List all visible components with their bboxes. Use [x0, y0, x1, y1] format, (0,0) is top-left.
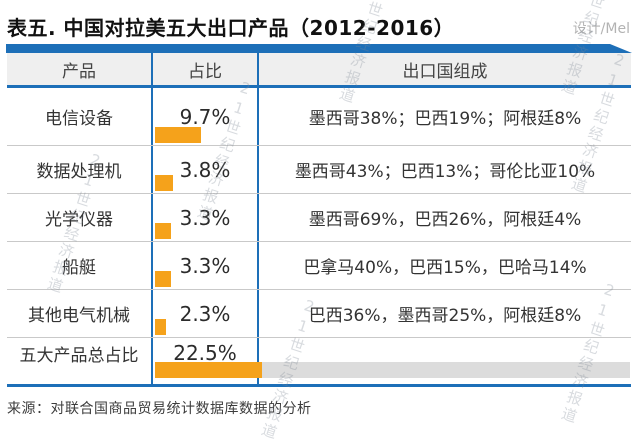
composition-cell: 巴西36%，墨西哥25%，阿根廷8% [308, 306, 582, 326]
page-title: 表五. 中国对拉美五大出口产品（2012-2016） [7, 16, 455, 40]
header-share: 占比 [153, 53, 259, 85]
product-cell: 其他电气机械 [7, 290, 153, 337]
share-bar [155, 271, 171, 287]
share-value: 9.7% [179, 104, 231, 129]
table-row: 数据处理机 3.8% 墨西哥43%；巴西13%；哥伦比亚10% [7, 146, 631, 194]
product-cell: 电信设备 [7, 88, 153, 145]
table-row: 光学仪器 3.3% 墨西哥69%，巴西26%，阿根廷4% [7, 194, 631, 242]
table-row-total: 五大产品总占比 22.5% [7, 338, 631, 384]
product-cell: 数据处理机 [7, 146, 153, 193]
composition-cell: 墨西哥43%；巴西13%；哥伦比亚10% [294, 162, 596, 182]
header-product: 产品 [7, 53, 153, 85]
share-bar [155, 175, 173, 191]
source-note: 来源：对联合国商品贸易统计数据库数据的分析 [7, 401, 312, 417]
export-products-table: 产品 占比 出口国组成 电信设备 9.7% 墨西哥38%；巴西19%；阿根廷8%… [7, 53, 631, 387]
composition-cell: 墨西哥38%；巴西19%；阿根廷8% [308, 109, 582, 129]
product-cell: 光学仪器 [7, 194, 153, 241]
table-row: 其他电气机械 2.3% 巴西36%，墨西哥25%，阿根廷8% [7, 290, 631, 338]
composition-cell: 墨西哥69%，巴西26%，阿根廷4% [308, 210, 582, 230]
title-underline-bar [6, 44, 632, 53]
share-value: 3.3% [179, 253, 231, 278]
designer-credit: 设计/Mel [572, 21, 630, 37]
composition-cell: 巴拿马40%，巴西15%，巴哈马14% [303, 258, 587, 278]
share-value: 2.3% [179, 301, 231, 326]
share-bar-track [155, 362, 630, 378]
share-value: 3.3% [179, 205, 231, 230]
share-bar [155, 319, 166, 335]
share-value: 22.5% [173, 341, 237, 365]
table-row: 电信设备 9.7% 墨西哥38%；巴西19%；阿根廷8% [7, 88, 631, 146]
table-row: 船艇 3.3% 巴拿马40%，巴西15%，巴哈马14% [7, 242, 631, 290]
table-header-row: 产品 占比 出口国组成 [7, 53, 631, 88]
share-bar [155, 223, 171, 239]
product-cell: 船艇 [7, 242, 153, 289]
product-cell: 五大产品总占比 [7, 338, 153, 384]
header-composition: 出口国组成 [402, 61, 488, 82]
share-value: 3.8% [179, 157, 231, 182]
share-bar [155, 127, 201, 143]
share-bar [155, 362, 262, 378]
